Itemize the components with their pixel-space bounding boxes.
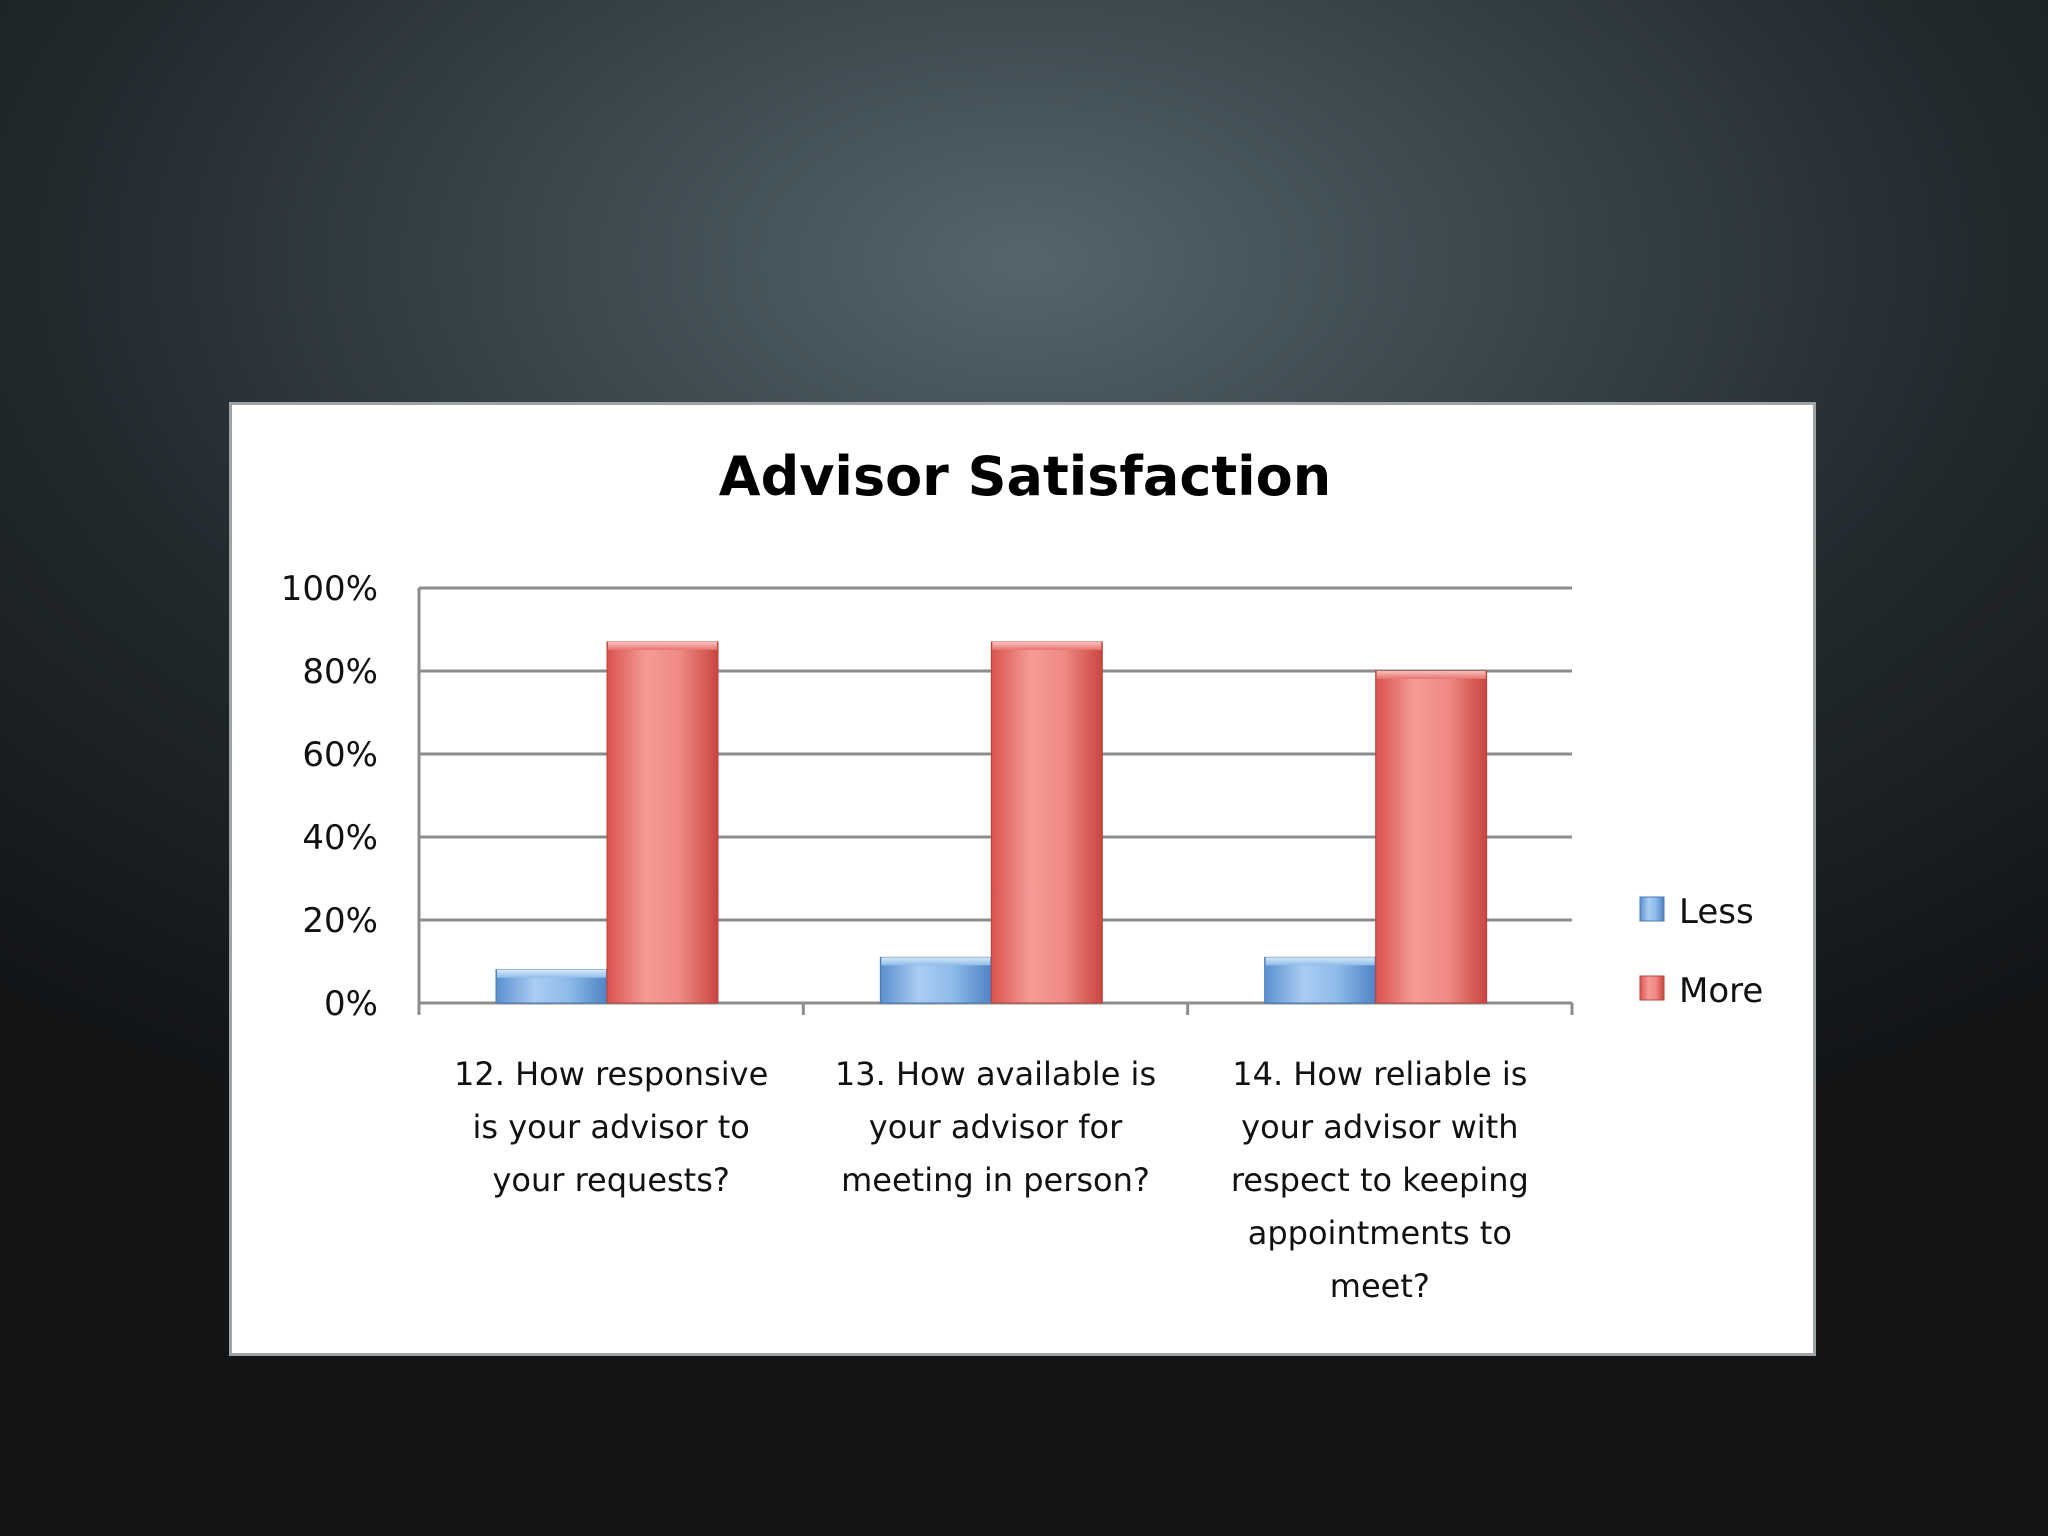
legend-swatch-more <box>1639 975 1665 1001</box>
category-label: 13. How available is your advisor for meet… <box>835 1055 1156 1199</box>
bar-cap <box>608 641 717 650</box>
chart-title: Advisor Satisfaction <box>719 445 1331 508</box>
legend-swatch-less <box>1639 896 1665 922</box>
y-tick-label: 80% <box>302 652 378 692</box>
legend-label-more: More <box>1679 971 1763 1011</box>
y-tick-label: 40% <box>302 818 378 858</box>
bar-more <box>1375 670 1488 1004</box>
bar-more <box>606 641 719 1004</box>
y-tick-label: 100% <box>281 569 378 609</box>
chart-card: Advisor Satisfaction 0% 20% 40% 60% 80% 100% … <box>229 402 1816 1356</box>
y-tick-label: 0% <box>324 984 378 1024</box>
bar-cap <box>1265 957 1375 966</box>
y-tick-label: 20% <box>302 901 378 941</box>
bar-more <box>990 641 1103 1004</box>
legend: Less More <box>1639 892 1763 1011</box>
y-tick-label: 60% <box>302 735 378 775</box>
bar-cap <box>992 641 1102 650</box>
bars <box>495 641 1488 1004</box>
category-label: 12. How responsive is your advisor to your… <box>454 1055 768 1199</box>
category-labels: 12. How responsive is your advisor to your… <box>454 1055 1529 1305</box>
legend-label-less: Less <box>1679 892 1754 932</box>
category-label: 14. How reliable is your advisor with resp… <box>1231 1055 1529 1305</box>
bar-cap <box>1376 671 1486 679</box>
bar-cap <box>497 969 606 978</box>
bar-chart: Advisor Satisfaction 0%20%40%60%80%100% … <box>281 445 1764 1305</box>
bar-cap <box>881 957 991 966</box>
